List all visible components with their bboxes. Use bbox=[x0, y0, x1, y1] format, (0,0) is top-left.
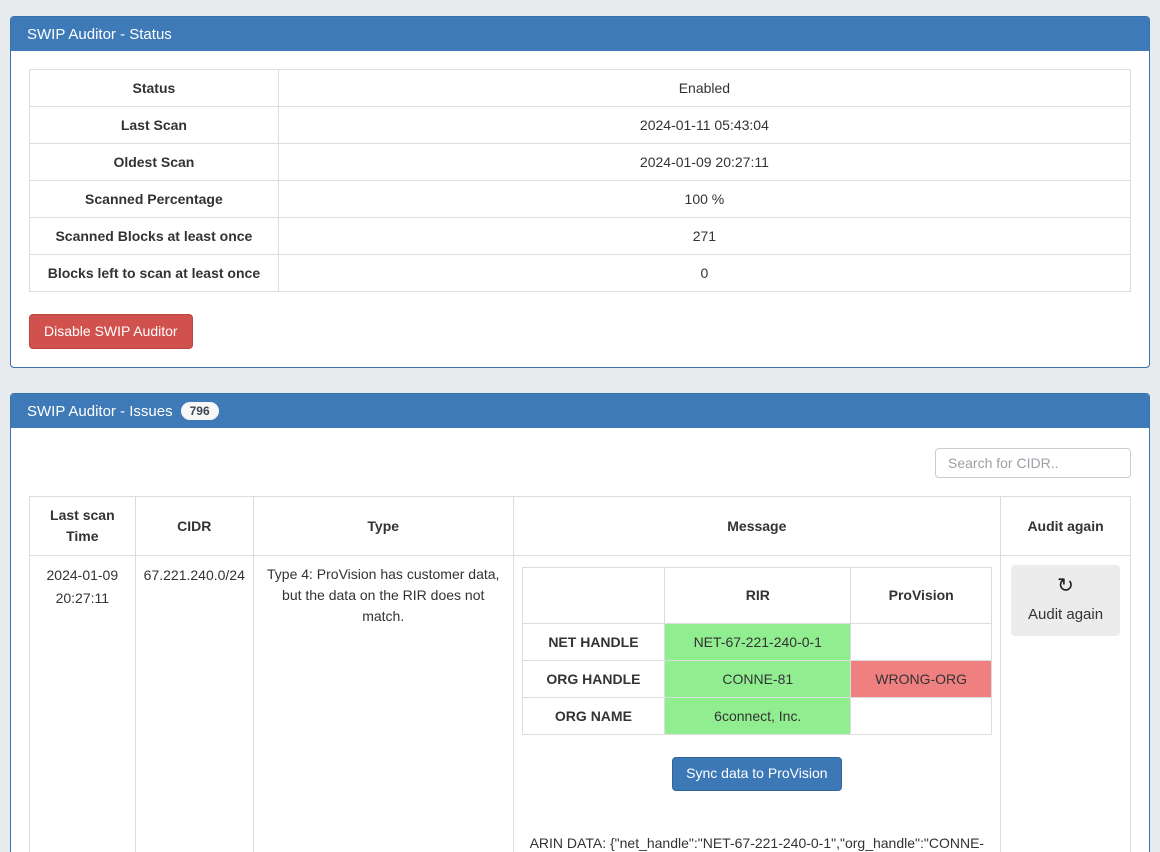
column-header-cidr: CIDR bbox=[134, 496, 254, 557]
status-row-value: 100 % bbox=[277, 180, 1132, 218]
status-row-value: 0 bbox=[277, 254, 1132, 292]
compare-provision-value: WRONG-ORG bbox=[850, 660, 993, 699]
status-row-value: 2024-01-09 20:27:11 bbox=[277, 143, 1132, 181]
compare-provision-value bbox=[850, 697, 993, 736]
audit-again-button-label: Audit again bbox=[1028, 606, 1104, 624]
search-row bbox=[29, 446, 1131, 479]
cidr-search-input[interactable] bbox=[935, 448, 1131, 479]
column-header-message: Message bbox=[512, 496, 1002, 557]
table-row: Scanned Blocks at least once 271 bbox=[29, 217, 1132, 255]
issue-audit-cell: ↻ Audit again bbox=[1000, 555, 1131, 852]
table-row: NET HANDLE NET-67-221-240-0-1 bbox=[521, 623, 993, 662]
issue-message-cell: RIR ProVision NET HANDLE NET-67-221-240-… bbox=[512, 555, 1002, 852]
column-header-type: Type bbox=[252, 496, 514, 557]
issues-table: Last scan Time CIDR Type Message Audit a… bbox=[29, 496, 1131, 852]
status-table: Status Enabled Last Scan 2024-01-11 05:4… bbox=[29, 69, 1132, 292]
issue-type-description: Type 4: ProVision has customer data, but… bbox=[252, 555, 514, 852]
table-row: Last Scan 2024-01-11 05:43:04 bbox=[29, 106, 1132, 144]
table-row: ORG NAME 6connect, Inc. bbox=[521, 697, 993, 736]
table-row: Scanned Percentage 100 % bbox=[29, 180, 1132, 218]
status-row-label: Blocks left to scan at least once bbox=[29, 254, 279, 292]
issues-count-badge: 796 bbox=[180, 402, 219, 421]
status-panel-header: SWIP Auditor - Status bbox=[11, 17, 1149, 51]
compare-rir-value: 6connect, Inc. bbox=[664, 697, 852, 736]
compare-header-row: RIR ProVision bbox=[521, 567, 993, 625]
compare-row-label: ORG HANDLE bbox=[521, 660, 666, 699]
audit-again-button[interactable]: ↻ Audit again bbox=[1011, 565, 1120, 637]
rir-provision-compare-table: RIR ProVision NET HANDLE NET-67-221-240-… bbox=[521, 567, 993, 736]
disable-swip-auditor-button[interactable]: Disable SWIP Auditor bbox=[29, 314, 193, 350]
table-row: Blocks left to scan at least once 0 bbox=[29, 254, 1132, 292]
compare-row-label: NET HANDLE bbox=[521, 623, 666, 662]
compare-rir-value: CONNE-81 bbox=[664, 660, 852, 699]
arin-data-text: ARIN DATA: {"net_handle":"NET-67-221-240… bbox=[529, 834, 985, 851]
issue-last-scan-time: 2024-01-09 20:27:11 bbox=[29, 555, 136, 852]
compare-rir-value: NET-67-221-240-0-1 bbox=[664, 623, 852, 662]
compare-row-label: ORG NAME bbox=[521, 697, 666, 736]
status-row-label: Last Scan bbox=[29, 106, 279, 144]
issue-row: 2024-01-09 20:27:11 67.221.240.0/24 Type… bbox=[29, 555, 1131, 852]
status-row-label: Scanned Percentage bbox=[29, 180, 279, 218]
sync-button-wrap: Sync data to ProVision bbox=[522, 757, 993, 791]
issues-table-header-row: Last scan Time CIDR Type Message Audit a… bbox=[29, 496, 1131, 557]
compare-header-rir: RIR bbox=[664, 567, 852, 625]
table-row: ORG HANDLE CONNE-81 WRONG-ORG bbox=[521, 660, 993, 699]
table-row: Status Enabled bbox=[29, 69, 1132, 107]
status-panel: SWIP Auditor - Status Status Enabled Las… bbox=[10, 16, 1150, 369]
status-row-value: Enabled bbox=[277, 69, 1132, 107]
column-header-last-scan-time: Last scan Time bbox=[29, 496, 136, 557]
status-row-value: 2024-01-11 05:43:04 bbox=[277, 106, 1132, 144]
column-header-audit-again: Audit again bbox=[1000, 496, 1131, 557]
issue-cidr: 67.221.240.0/24 bbox=[134, 555, 254, 852]
issues-panel-header: SWIP Auditor - Issues 796 bbox=[11, 394, 1149, 429]
issues-panel-body: Last scan Time CIDR Type Message Audit a… bbox=[11, 428, 1149, 852]
compare-header-empty bbox=[521, 567, 666, 625]
status-row-label: Scanned Blocks at least once bbox=[29, 217, 279, 255]
compare-header-provision: ProVision bbox=[850, 567, 993, 625]
issues-panel-title: SWIP Auditor - Issues bbox=[27, 402, 173, 420]
status-row-value: 271 bbox=[277, 217, 1132, 255]
issues-panel: SWIP Auditor - Issues 796 Last scan Time… bbox=[10, 393, 1150, 852]
refresh-icon: ↻ bbox=[1057, 575, 1074, 598]
status-row-label: Oldest Scan bbox=[29, 143, 279, 181]
compare-provision-value bbox=[850, 623, 993, 662]
sync-data-to-provision-button[interactable]: Sync data to ProVision bbox=[672, 757, 842, 791]
status-panel-title: SWIP Auditor - Status bbox=[27, 25, 172, 43]
status-panel-body: Status Enabled Last Scan 2024-01-11 05:4… bbox=[11, 51, 1149, 367]
status-row-label: Status bbox=[29, 69, 279, 107]
table-row: Oldest Scan 2024-01-09 20:27:11 bbox=[29, 143, 1132, 181]
